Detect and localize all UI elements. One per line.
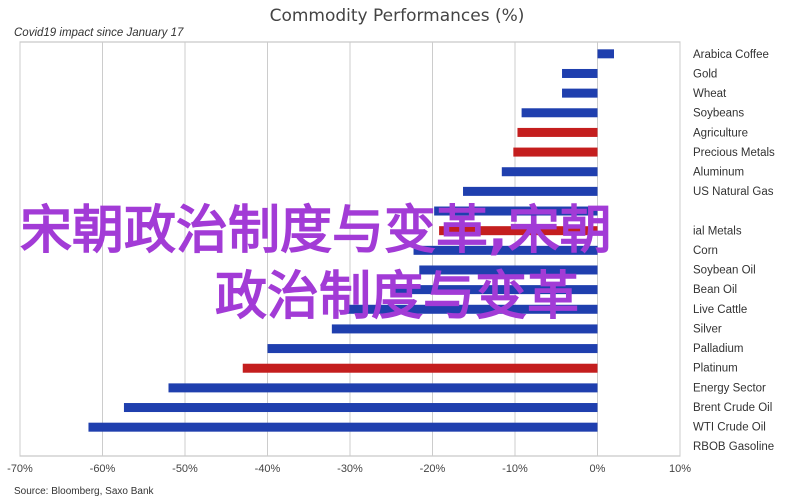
category-label: RBOB Gasoline	[693, 441, 774, 453]
x-tick-label: -20%	[420, 463, 446, 475]
category-label: Live Cattle	[693, 304, 747, 316]
bar	[413, 245, 598, 255]
overlay-text-line-2: 政治制度与变革	[215, 267, 579, 327]
bar	[88, 422, 598, 432]
bar	[168, 383, 598, 393]
bar	[521, 108, 598, 118]
category-label: ial Metals	[693, 225, 742, 237]
bar	[419, 265, 598, 275]
bar	[123, 403, 598, 413]
x-tick-label: 0%	[590, 463, 606, 475]
bar	[562, 88, 598, 98]
bar	[513, 147, 598, 157]
bar	[439, 226, 598, 236]
x-tick-label: -50%	[172, 463, 198, 475]
category-label: Brent Crude Oil	[693, 402, 772, 414]
x-tick-label: 10%	[669, 463, 691, 475]
bar	[242, 363, 598, 373]
bar	[390, 285, 598, 295]
chart-title: Commodity Performances (%)	[270, 6, 525, 26]
category-label: Wheat	[693, 88, 727, 100]
overlay-text-line-1: 宋朝政治制度与变革,宋朝	[20, 201, 612, 261]
bar	[267, 344, 598, 354]
category-label: WTI Crude Oil	[693, 422, 766, 434]
category-label: Soybeans	[693, 108, 744, 120]
x-tick-label: -10%	[502, 463, 528, 475]
bar	[434, 206, 598, 216]
bar	[562, 68, 598, 78]
category-label: Aluminum	[693, 167, 744, 179]
category-label: Energy Sector	[693, 382, 766, 394]
x-tick-label: -60%	[90, 463, 116, 475]
category-label: Gold	[693, 68, 717, 80]
category-label: Soybean Oil	[693, 265, 756, 277]
category-label: Bean Oil	[693, 284, 737, 296]
bar	[346, 304, 598, 314]
plot-area: -70% -60% -50% -40% -30% -20% -10% 0% 10% Arabica…	[7, 41, 775, 475]
bar	[331, 324, 598, 334]
chart-subtitle: Covid19 impact since January 17	[14, 27, 184, 39]
bar	[597, 49, 614, 59]
bar	[517, 127, 598, 137]
x-tick-label: -40%	[255, 463, 281, 475]
category-label: Platinum	[693, 363, 738, 375]
bar	[501, 167, 598, 177]
category-label: Palladium	[693, 343, 744, 355]
chart-source: Source: Bloomberg, Saxo Bank	[14, 486, 155, 497]
category-label: Silver	[693, 323, 722, 335]
x-tick-label: -30%	[337, 463, 363, 475]
category-label: Precious Metals	[693, 147, 775, 159]
bar	[463, 186, 598, 196]
category-label: Corn	[693, 245, 718, 257]
category-label: Agriculture	[693, 127, 748, 139]
category-label: US Natural Gas	[693, 186, 774, 198]
x-tick-label: -70%	[7, 463, 33, 475]
category-label: Arabica Coffee	[693, 49, 769, 61]
